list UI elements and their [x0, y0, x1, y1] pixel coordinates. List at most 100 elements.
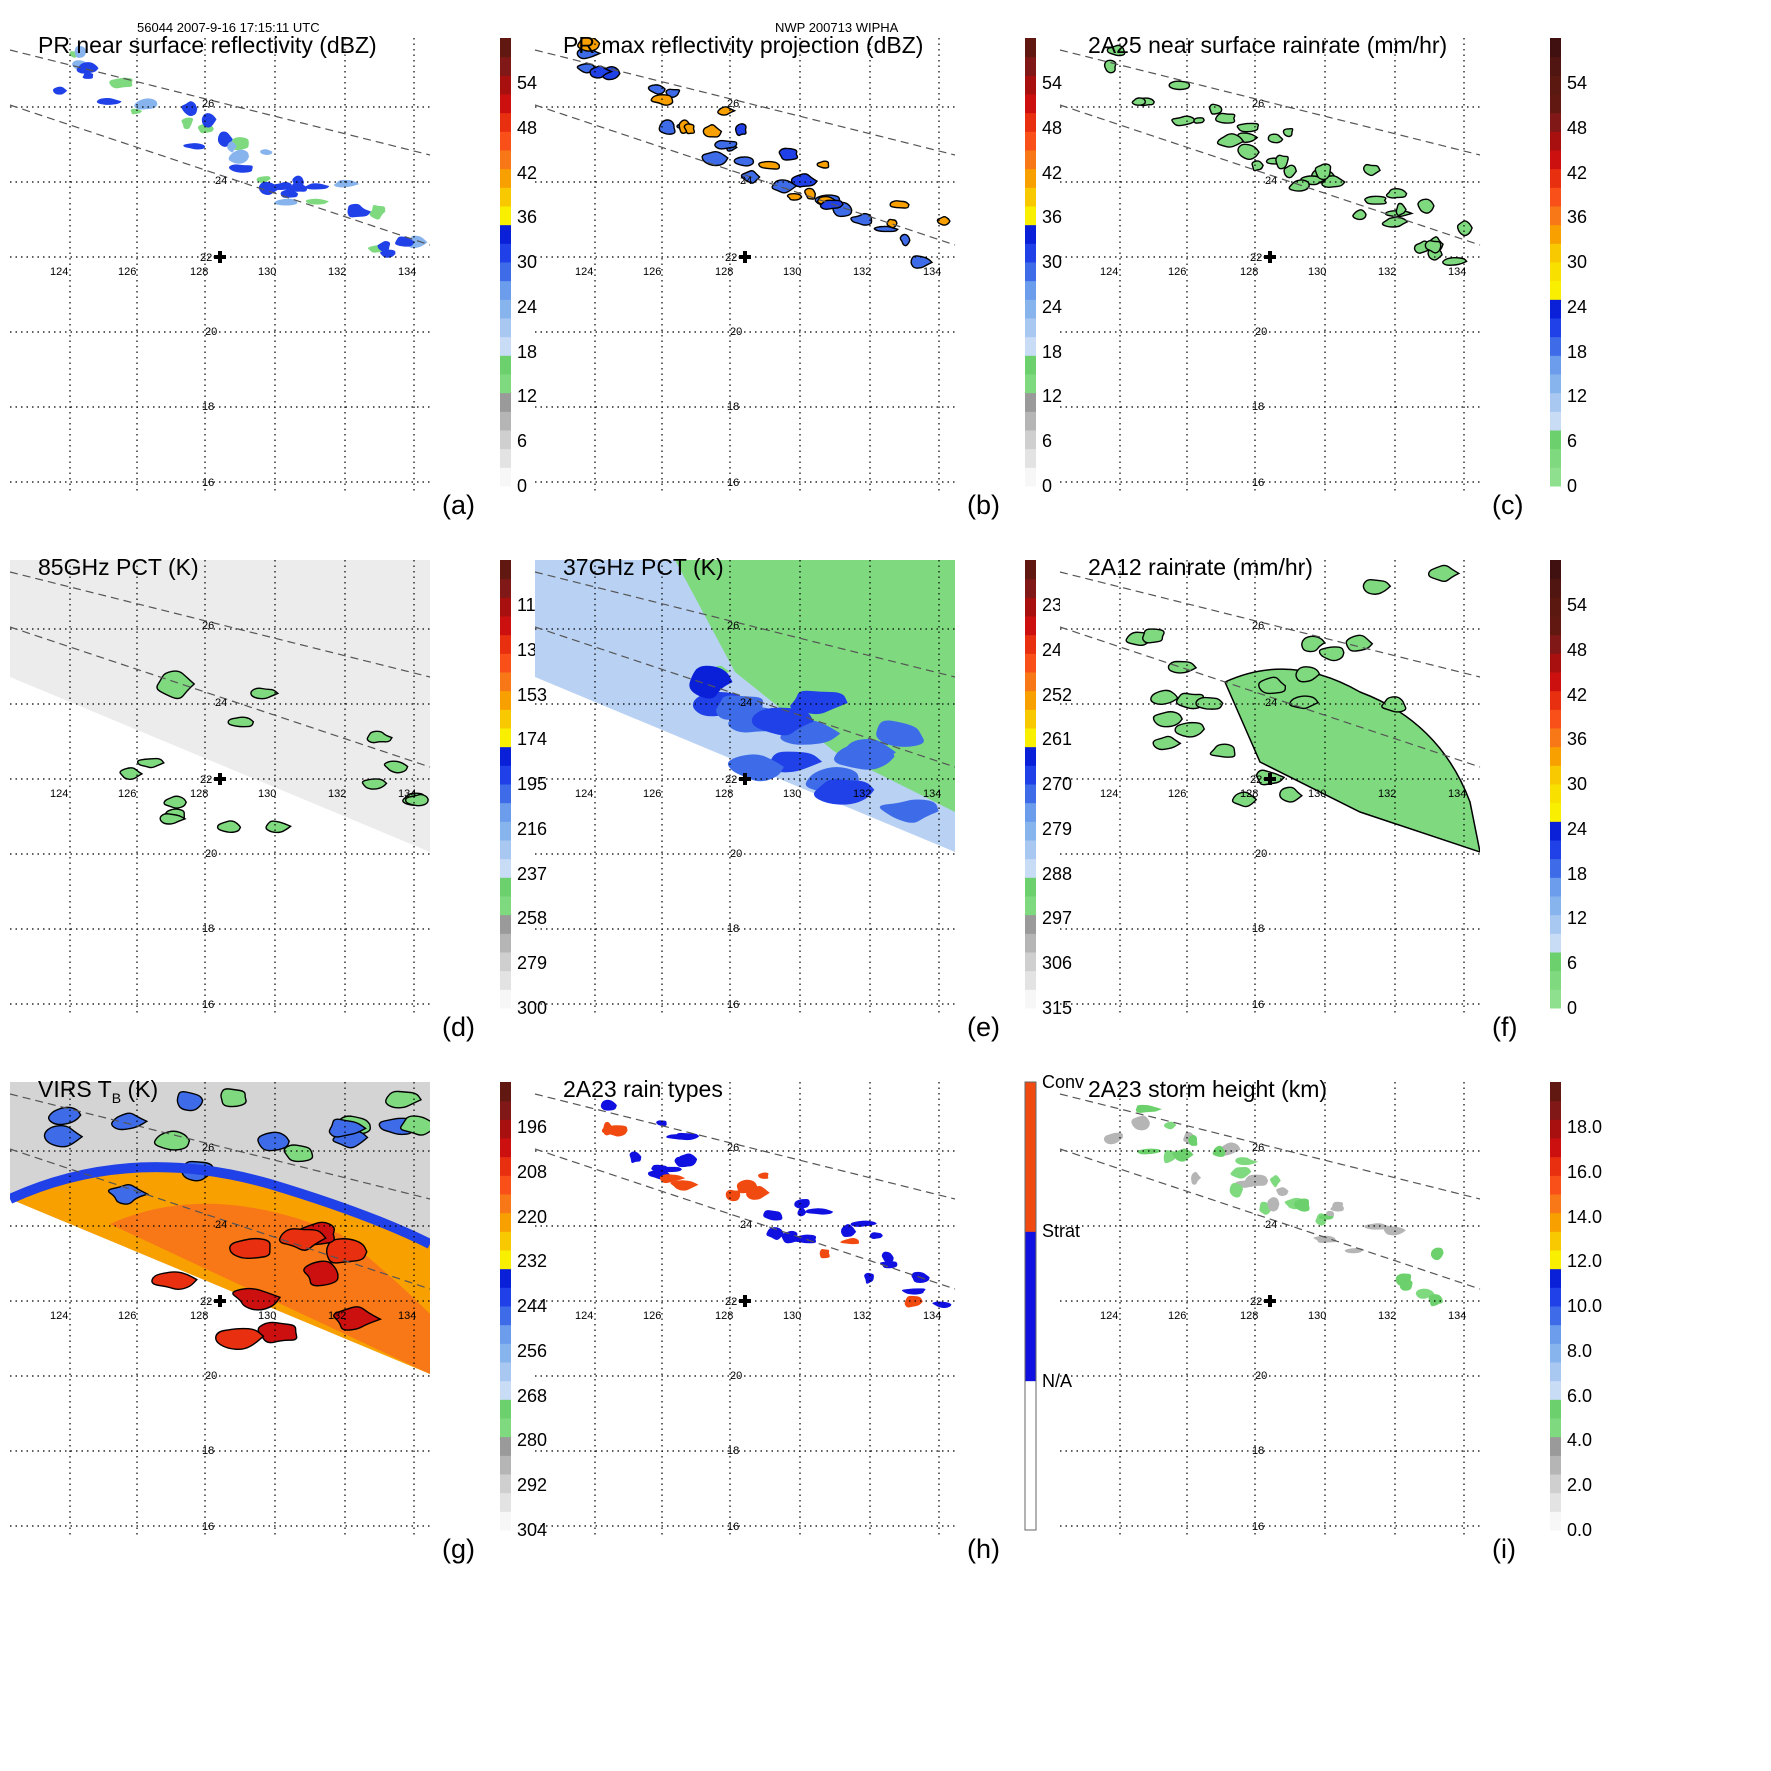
precip-cell [256, 176, 271, 184]
lat-label: 22 [200, 252, 213, 264]
panel-title: PR max reflectivity projection (dBZ) [563, 32, 924, 58]
precip-cell [1295, 666, 1321, 683]
panel-letter: (c) [1492, 490, 1524, 520]
precip-cell [334, 179, 360, 188]
lat-label: 20 [205, 1370, 218, 1382]
precip-cell [1301, 635, 1326, 653]
panel-letter: (g) [442, 1534, 475, 1564]
lon-label: 132 [1378, 788, 1397, 800]
lon-label: 132 [853, 788, 872, 800]
precip-cell [43, 1124, 84, 1148]
panel-letter: (h) [967, 1534, 1000, 1564]
precip-cell [1188, 1134, 1198, 1146]
colorbar-segment [1550, 1306, 1561, 1326]
precip-cell [840, 1224, 857, 1238]
swath-edge-south [1059, 104, 1481, 246]
precip-cell [1352, 209, 1367, 221]
panel-i: 124 126 128 130 132 134 26 24 22 20 18 16 2A23 storm… [1059, 1074, 1660, 1634]
colorbar-segment [1025, 318, 1036, 338]
colorbar-segment [500, 765, 511, 785]
lon-label: 128 [715, 1310, 734, 1322]
precip-cell [304, 183, 330, 190]
lat-label: 26 [1252, 98, 1265, 110]
precip-cell [804, 187, 817, 200]
precip-cell [1220, 1142, 1241, 1156]
colorbar-segment [500, 709, 511, 729]
colorbar-tick-label: Strat [1042, 1221, 1081, 1242]
colorbar [1550, 38, 1561, 487]
lat-label: 26 [202, 1142, 215, 1154]
precip-cell [96, 98, 122, 105]
precip-cell [176, 1090, 204, 1112]
lat-label: 24 [215, 1219, 228, 1231]
lat-label: 20 [1255, 848, 1268, 860]
lon-label: 134 [1448, 788, 1467, 800]
lat-label: 16 [202, 999, 215, 1011]
precip-cell [283, 1144, 314, 1163]
colorbar-segment [500, 616, 511, 636]
lat-label: 18 [202, 401, 215, 413]
cross-icon [739, 773, 751, 785]
colorbar-segment [500, 187, 511, 207]
swath-edge-north [9, 49, 431, 156]
colorbar-segment [1025, 56, 1036, 76]
precip-cell [889, 200, 910, 209]
colorbar-segment [1025, 224, 1036, 244]
panel-b: 124 126 128 130 132 134 26 24 22 20 18 16 PR max ref… [534, 30, 1135, 590]
precip-cell [227, 716, 255, 728]
precip-cell [1456, 220, 1473, 237]
precip-cell [819, 1249, 830, 1259]
colorbar-tick-label: 279 [517, 953, 548, 974]
colorbar-segment [1550, 597, 1561, 617]
precip-cell [916, 596, 934, 609]
colorbar-segment [500, 1212, 511, 1232]
colorbar-segment [1550, 224, 1561, 244]
colorbar-segment [1550, 952, 1561, 972]
panel-letter: (b) [967, 490, 1000, 520]
panel-g: 124 126 128 130 132 134 26 24 22 20 18 16 VIRS TB (K… [9, 1074, 610, 1634]
colorbar-tick-label: 24 [1042, 296, 1063, 317]
precip-cell [749, 562, 764, 574]
precip-cell [794, 1199, 810, 1209]
lon-label: 124 [50, 266, 69, 278]
lat-label: 26 [202, 620, 215, 632]
colorbar-segment [500, 75, 511, 95]
precip-cell [1326, 1210, 1335, 1217]
precip-cell [385, 1090, 423, 1109]
precip-cell [816, 160, 830, 169]
panel-f: 124 126 128 130 132 134 26 24 22 20 18 16 2A12 rainr… [1059, 552, 1660, 1112]
precip-cell [1318, 646, 1345, 662]
swath-edge-south [534, 626, 956, 768]
precip-cell [758, 1172, 769, 1179]
panel-letter: (d) [442, 1012, 475, 1042]
precip-cell [1209, 743, 1236, 758]
lat-label: 24 [740, 1219, 753, 1231]
colorbar-segment [1550, 970, 1561, 990]
map-plot-c [1059, 38, 1561, 493]
cross-icon [1264, 773, 1276, 785]
colorbar-tick-label: 174 [517, 729, 548, 750]
lat-label: 18 [727, 1445, 740, 1457]
lon-label: 132 [328, 788, 347, 800]
precip-cell [936, 216, 951, 226]
precip-cell [868, 603, 883, 615]
colorbar-segment [1025, 168, 1036, 188]
colorbar-segment [1025, 560, 1036, 580]
precip-cell [778, 147, 799, 161]
colorbar-segment [1025, 858, 1036, 878]
colorbar-segment [1025, 765, 1036, 785]
precip-cell [119, 767, 144, 780]
precip-cell [879, 1261, 898, 1269]
colorbar-segment [1025, 38, 1036, 58]
panel-a: 124 126 128 130 132 134 26 24 22 20 18 16 PR near su… [9, 30, 610, 590]
precip-cell [278, 1228, 327, 1251]
colorbar-segment [500, 1100, 511, 1120]
panel-title: 2A23 rain types [563, 1076, 723, 1102]
colorbar-segment [500, 448, 511, 468]
precip-cell [1168, 80, 1191, 91]
precip-cell [1330, 1203, 1344, 1212]
colorbar-segment [1025, 374, 1036, 394]
lon-label: 126 [643, 1310, 662, 1322]
colorbar-tick-label: 237 [517, 863, 548, 884]
cross-icon [214, 773, 226, 785]
